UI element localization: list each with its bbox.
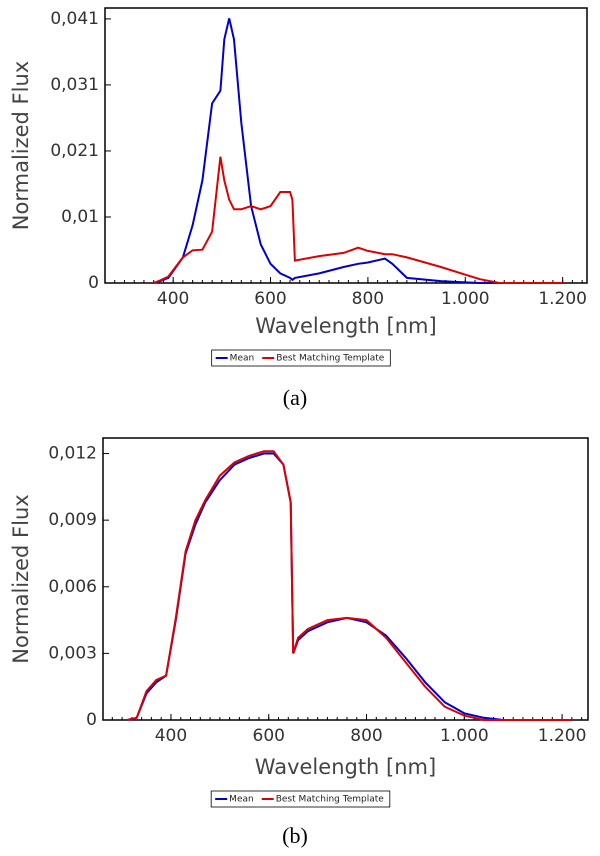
x-tick-label: 1.000 — [441, 289, 490, 309]
series-line — [126, 452, 572, 721]
y-tick-label: 0,006 — [48, 577, 97, 597]
x-tick-label: 800 — [350, 726, 382, 746]
plot-frame — [104, 7, 588, 284]
plot-frame — [102, 437, 589, 721]
x-tick-label: 600 — [254, 289, 286, 309]
legend-box — [211, 349, 391, 367]
legend: Mean Best Matching Template — [211, 349, 391, 367]
legend-label: Best Matching Template — [276, 354, 385, 364]
x-tick-label: 400 — [155, 726, 187, 746]
y-axis-title: Normalized Flux — [9, 494, 33, 663]
y-tick-label: 0 — [86, 710, 97, 730]
x-tick-label: 1.200 — [538, 726, 587, 746]
x-tick-label: 800 — [352, 289, 384, 309]
caption: (a) — [283, 385, 307, 410]
legend-box — [210, 790, 391, 808]
legend-label: Best Matching Template — [276, 795, 385, 805]
y-axis-title: Normalized Flux — [9, 61, 33, 230]
legend-label: Mean — [230, 354, 255, 364]
y-tick-label: 0,003 — [48, 643, 97, 663]
legend-label: Mean — [229, 795, 254, 805]
y-tick-label: 0 — [88, 273, 99, 293]
y-tick-label: 0,012 — [48, 444, 97, 464]
x-tick-label: 600 — [253, 726, 285, 746]
y-tick-label: 0,041 — [50, 9, 99, 29]
series-line — [153, 18, 563, 284]
caption: (b) — [282, 823, 308, 848]
series-line — [126, 450, 572, 721]
x-tick-label: 400 — [157, 289, 189, 309]
y-tick-label: 0,031 — [50, 75, 99, 95]
x-axis-title: Wavelength [nm] — [255, 314, 436, 338]
series-line — [153, 156, 563, 284]
x-tick-label: 1.000 — [440, 726, 489, 746]
x-axis-title: Wavelength [nm] — [255, 755, 436, 779]
y-tick-label: 0,021 — [50, 141, 99, 161]
y-tick-label: 0,009 — [48, 510, 97, 530]
legend: Mean Best Matching Template — [210, 790, 391, 808]
y-tick-label: 0,01 — [61, 207, 99, 227]
x-tick-label: 1.200 — [538, 289, 587, 309]
